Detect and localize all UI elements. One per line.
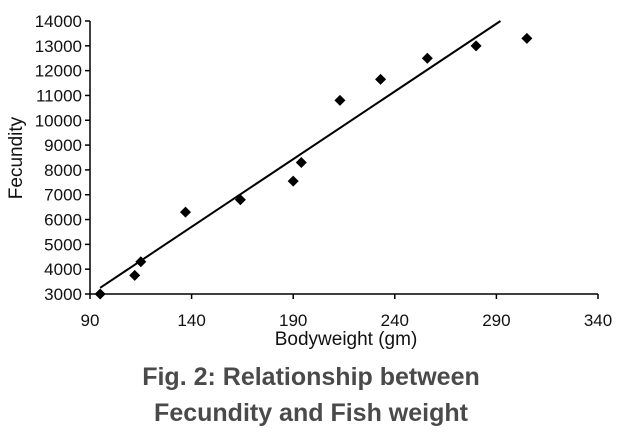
y-tick-label: 13000 <box>35 37 82 56</box>
x-tick-label: 340 <box>584 311 612 330</box>
data-point <box>287 175 299 187</box>
data-point <box>295 156 307 168</box>
x-axis-ticks: 90 140 190 240 290 340 <box>81 294 612 330</box>
data-point <box>470 40 482 52</box>
trendline <box>99 20 502 289</box>
x-tick-label: 240 <box>381 311 409 330</box>
data-point <box>334 94 346 106</box>
y-tick-label: 7000 <box>44 186 82 205</box>
data-point <box>135 256 147 268</box>
figure-caption-line-1: Fig. 2: Relationship between <box>142 363 480 391</box>
y-tick-label: 9000 <box>44 136 82 155</box>
y-tick-label: 4000 <box>44 260 82 279</box>
y-tick-label: 3000 <box>44 285 82 304</box>
data-point <box>94 288 106 300</box>
y-tick-label: 12000 <box>35 62 82 81</box>
data-point <box>180 206 192 218</box>
y-tick-label: 6000 <box>44 211 82 230</box>
x-tick-label: 140 <box>177 311 205 330</box>
data-point <box>234 194 246 206</box>
figure-caption-line-2: Fecundity and Fish weight <box>154 399 468 427</box>
y-axis-ticks: 3000 4000 5000 6000 7000 8000 9000 10000 11000 12… <box>35 12 90 304</box>
y-tick-label: 10000 <box>35 111 82 130</box>
y-tick-label: 8000 <box>44 161 82 180</box>
chart: 3000 4000 5000 6000 7000 8000 9000 10000 11000 12… <box>6 12 612 350</box>
data-point <box>521 32 533 44</box>
y-axis-title: Fecundity <box>6 116 27 199</box>
data-point <box>375 73 387 85</box>
y-tick-label: 11000 <box>36 86 82 105</box>
data-point <box>421 52 433 64</box>
y-tick-label: 5000 <box>44 235 82 254</box>
data-point <box>129 269 141 281</box>
x-tick-label: 90 <box>81 311 100 330</box>
x-tick-label: 290 <box>482 311 510 330</box>
y-tick-label: 14000 <box>35 12 82 31</box>
data-points <box>94 32 533 300</box>
x-tick-label: 190 <box>279 311 307 330</box>
x-axis-title: Bodyweight (gm) <box>275 329 418 350</box>
